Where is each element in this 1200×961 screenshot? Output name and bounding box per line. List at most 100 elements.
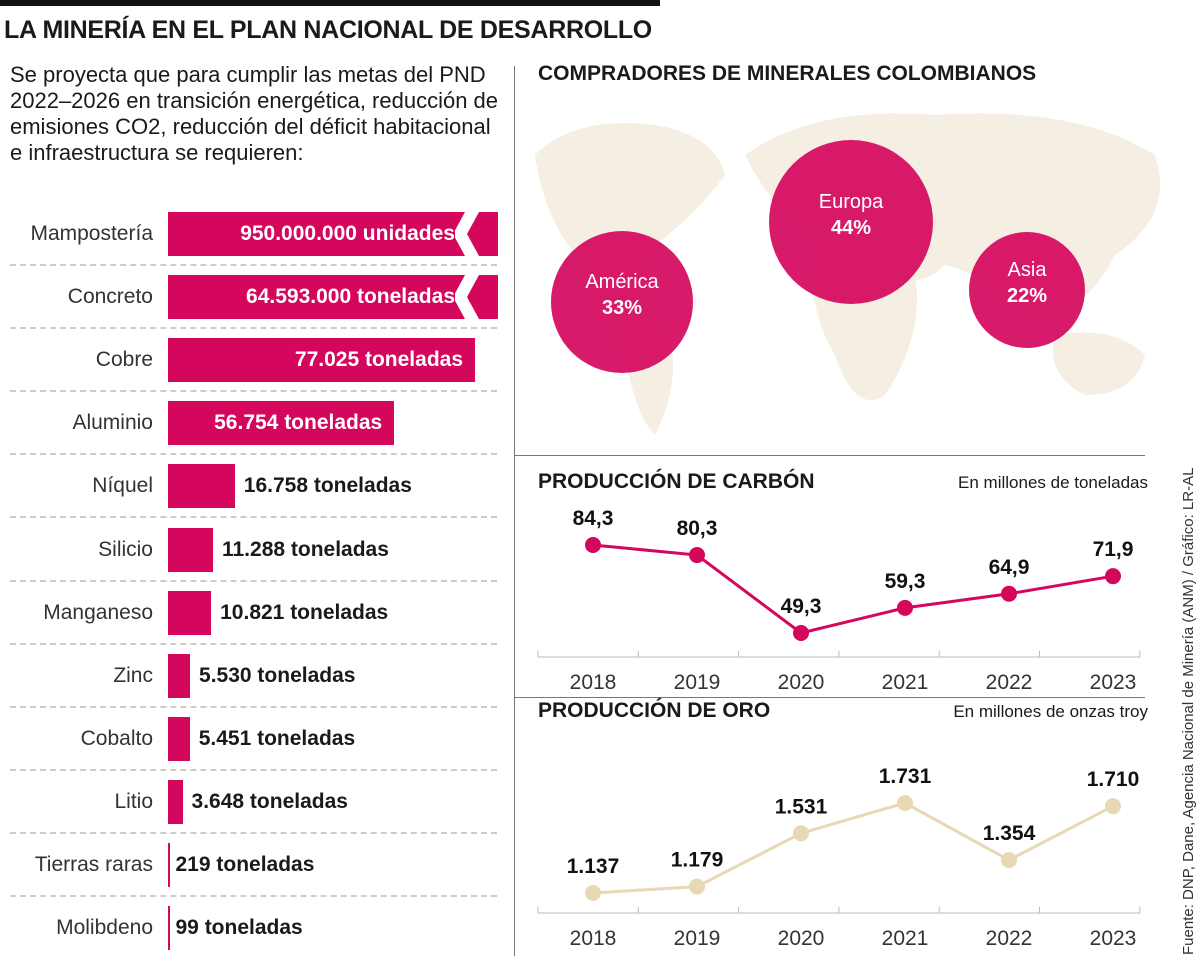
bar bbox=[168, 527, 213, 572]
top-rule bbox=[0, 0, 660, 6]
coal-unit: En millones de toneladas bbox=[958, 473, 1148, 492]
data-label: 49,3 bbox=[781, 595, 822, 618]
bar-value: 77.025 toneladas bbox=[294, 348, 463, 372]
row-separator bbox=[10, 516, 497, 519]
data-point bbox=[585, 537, 601, 553]
bar-row: Manganeso 10.821 toneladas bbox=[0, 581, 505, 645]
row-separator bbox=[10, 390, 497, 393]
x-tick-label: 2023 bbox=[1090, 927, 1137, 950]
world-map-bubbles: América 33% Europa 44% Asia 22% bbox=[535, 113, 1160, 435]
bar-row: Concreto 64.593.000 toneladas bbox=[0, 265, 505, 330]
bubble-américa bbox=[550, 230, 694, 374]
bubble-europa bbox=[769, 140, 933, 304]
data-point bbox=[897, 599, 913, 616]
bar bbox=[168, 590, 212, 635]
bar bbox=[168, 275, 498, 320]
buyers-title: COMPRADORES DE MINERALES COLOMBIANOS bbox=[538, 62, 1037, 85]
bar-row: Mampostería 950.000.000 unidades bbox=[0, 202, 505, 266]
bar-label: Níquel bbox=[92, 474, 153, 498]
bar-label: Cobalto bbox=[80, 726, 153, 750]
row-separator bbox=[10, 264, 497, 266]
bar-row: Molibdeno 99 toneladas bbox=[0, 896, 505, 959]
data-label: 1.531 bbox=[775, 795, 828, 818]
bubble-asia bbox=[969, 232, 1085, 348]
data-label: 64,9 bbox=[989, 556, 1030, 579]
bar-value: 950.000.000 unidades bbox=[240, 222, 455, 245]
data-label: 1.179 bbox=[671, 849, 724, 872]
bar-value: 16.758 toneladas bbox=[243, 474, 412, 498]
gold-line-chart: 1.137 2018 1.179 2019 1.531 2020 1.731 2021 1.35… bbox=[537, 765, 1141, 950]
row-separator bbox=[10, 453, 497, 456]
bar bbox=[168, 212, 498, 256]
data-point bbox=[1001, 852, 1017, 869]
bar bbox=[168, 338, 475, 383]
x-tick-label: 2020 bbox=[778, 671, 825, 694]
bar-label: Concreto bbox=[67, 285, 153, 309]
infographic-title: LA MINERÍA EN EL PLAN NACIONAL DE DESARR… bbox=[4, 16, 652, 44]
data-point bbox=[689, 878, 705, 895]
data-label: 59,3 bbox=[885, 570, 926, 593]
data-label: 71,9 bbox=[1093, 538, 1134, 561]
bar-row: Zinc 5.530 toneladas bbox=[0, 644, 505, 708]
bar-value: 5.530 toneladas bbox=[199, 663, 356, 687]
bar-row: Níquel 16.758 toneladas bbox=[0, 454, 505, 519]
bar-value: 10.821 toneladas bbox=[220, 600, 389, 624]
bar-row: Aluminio 56.754 toneladas bbox=[0, 391, 505, 456]
data-point bbox=[793, 825, 809, 842]
row-separator bbox=[10, 768, 497, 771]
bar-row: Silicio 11.288 toneladas bbox=[0, 518, 505, 582]
x-tick-label: 2022 bbox=[986, 927, 1033, 950]
bar-label: Manganeso bbox=[43, 600, 153, 624]
row-separator bbox=[10, 327, 497, 330]
data-label: 1.137 bbox=[567, 855, 620, 878]
bar bbox=[168, 401, 395, 446]
axis-break-icon bbox=[455, 275, 479, 320]
section-divider bbox=[515, 455, 1145, 456]
data-point bbox=[793, 625, 809, 641]
bar-value: 219 toneladas bbox=[175, 853, 315, 876]
data-point bbox=[585, 885, 601, 901]
series-line bbox=[592, 543, 1114, 635]
bubble-value: 33% bbox=[602, 297, 642, 319]
data-label: 80,3 bbox=[677, 517, 718, 540]
bubble-label: América bbox=[585, 271, 659, 293]
data-point bbox=[1001, 585, 1017, 602]
bar bbox=[168, 779, 183, 824]
x-tick-label: 2018 bbox=[570, 671, 617, 694]
coal-title: PRODUCCIÓN DE CARBÓN bbox=[538, 470, 815, 493]
row-separator bbox=[10, 705, 497, 708]
bubble-value: 44% bbox=[831, 217, 871, 239]
bar-value: 99 toneladas bbox=[175, 916, 303, 940]
axis-break-icon bbox=[455, 212, 479, 256]
row-separator bbox=[10, 831, 497, 834]
gold-unit: En millones de onzas troy bbox=[953, 702, 1148, 721]
intro-text: Se proyecta que para cumplir las metas d… bbox=[10, 62, 499, 165]
x-tick-label: 2020 bbox=[778, 927, 825, 950]
data-point bbox=[1105, 568, 1121, 585]
x-tick-label: 2018 bbox=[570, 927, 617, 950]
bar-label: Tierras raras bbox=[34, 853, 153, 876]
source-note: Fuente: DNP, Dane, Agencia Nacional de M… bbox=[1180, 467, 1197, 955]
gold-title: PRODUCCIÓN DE ORO bbox=[538, 699, 771, 722]
data-label: 1.710 bbox=[1087, 768, 1140, 791]
bar bbox=[168, 464, 235, 509]
bar-label: Molibdeno bbox=[56, 916, 153, 940]
bar-row: Cobre 77.025 toneladas bbox=[0, 328, 505, 393]
bar-label: Aluminio bbox=[72, 411, 153, 435]
row-separator bbox=[10, 579, 497, 582]
bar bbox=[168, 716, 190, 761]
data-label: 1.354 bbox=[983, 822, 1036, 845]
bar bbox=[168, 653, 191, 698]
data-point bbox=[689, 547, 705, 564]
bar-value: 11.288 toneladas bbox=[221, 537, 389, 561]
bar-label: Mampostería bbox=[30, 222, 153, 245]
data-point bbox=[897, 795, 913, 811]
bar-value: 64.593.000 toneladas bbox=[246, 285, 455, 309]
bubble-value: 22% bbox=[1007, 285, 1047, 307]
bar bbox=[168, 843, 170, 887]
x-tick-label: 2021 bbox=[882, 671, 929, 694]
bubble-label: Europa bbox=[819, 191, 884, 213]
data-point bbox=[1105, 798, 1121, 815]
row-separator bbox=[10, 642, 497, 645]
x-tick-label: 2021 bbox=[882, 927, 929, 950]
